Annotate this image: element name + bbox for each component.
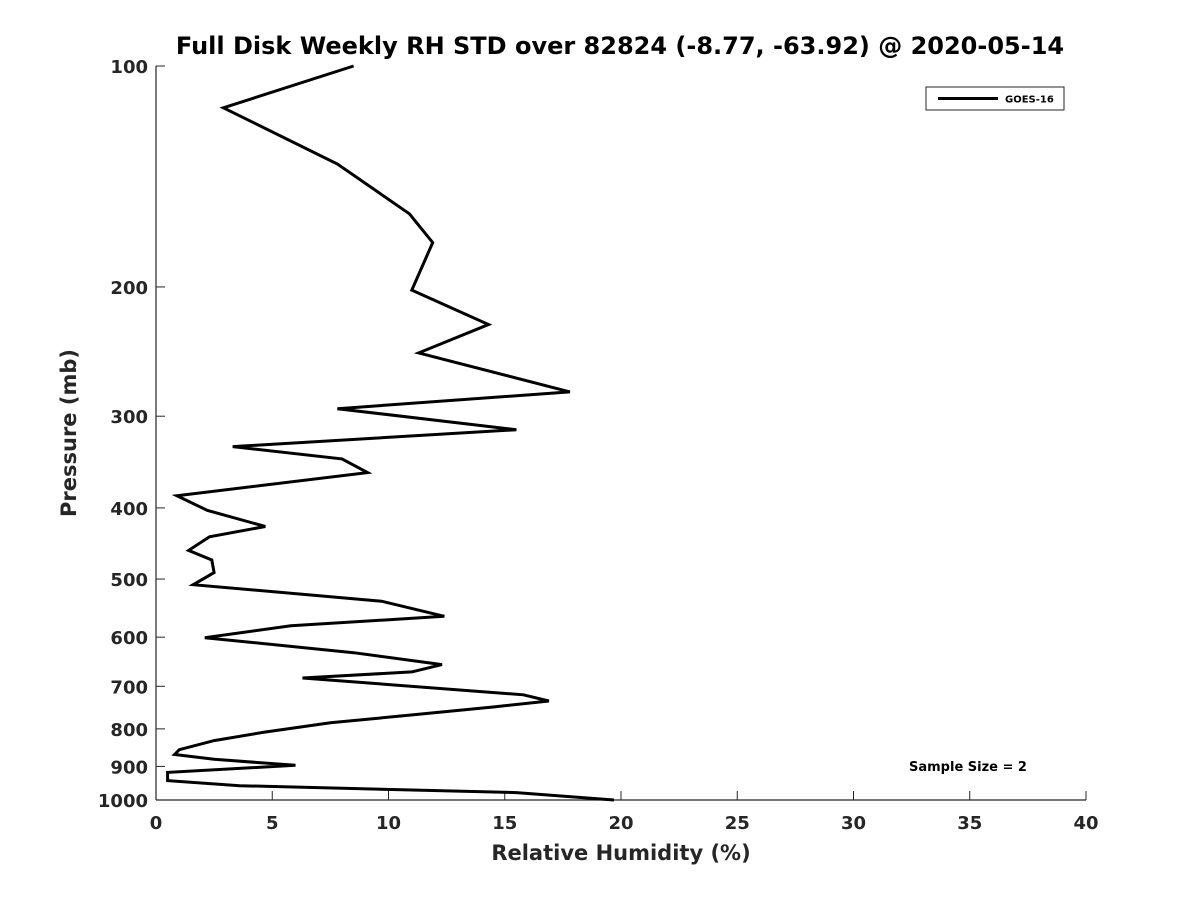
x-tick-label: 35: [957, 813, 982, 834]
y-tick-label: 100: [110, 57, 148, 78]
sample-size-annotation: Sample Size = 2: [909, 760, 1027, 775]
x-tick-label: 15: [492, 813, 517, 834]
y-tick-label: 400: [110, 499, 148, 520]
x-tick-label: 25: [725, 813, 750, 834]
legend-entry-goes-16: GOES-16: [1005, 95, 1054, 106]
x-axis-label: Relative Humidity (%): [491, 841, 750, 865]
x-tick-label: 10: [376, 813, 401, 834]
y-tick-label: 500: [110, 570, 148, 591]
plot-axes: [155, 66, 1086, 801]
y-tick-label: 700: [110, 677, 148, 698]
y-tick-label: 200: [110, 278, 148, 299]
x-tick-label: 0: [150, 813, 163, 834]
y-axis-ticks: 100 200 300 400 500 600 700 800 900 1000: [98, 57, 165, 812]
y-tick-label: 800: [110, 720, 148, 741]
y-tick-label: 1000: [98, 791, 148, 812]
y-axis-label: Pressure (mb): [57, 349, 81, 517]
series-group: [166, 64, 615, 802]
x-tick-label: 40: [1073, 813, 1098, 834]
x-tick-label: 20: [608, 813, 633, 834]
legend: GOES-16: [925, 86, 1065, 111]
x-axis-ticks: 0 5 10 15 20 25 30 35 40: [150, 791, 1099, 834]
chart-title: Full Disk Weekly RH STD over 82824 (-8.7…: [176, 32, 1064, 60]
series-line-goes-16: [166, 64, 615, 802]
y-tick-label: 600: [110, 628, 148, 649]
y-tick-label: 300: [110, 407, 148, 428]
x-tick-label: 30: [841, 813, 866, 834]
x-tick-label: 5: [266, 813, 279, 834]
y-tick-label: 900: [110, 757, 148, 778]
